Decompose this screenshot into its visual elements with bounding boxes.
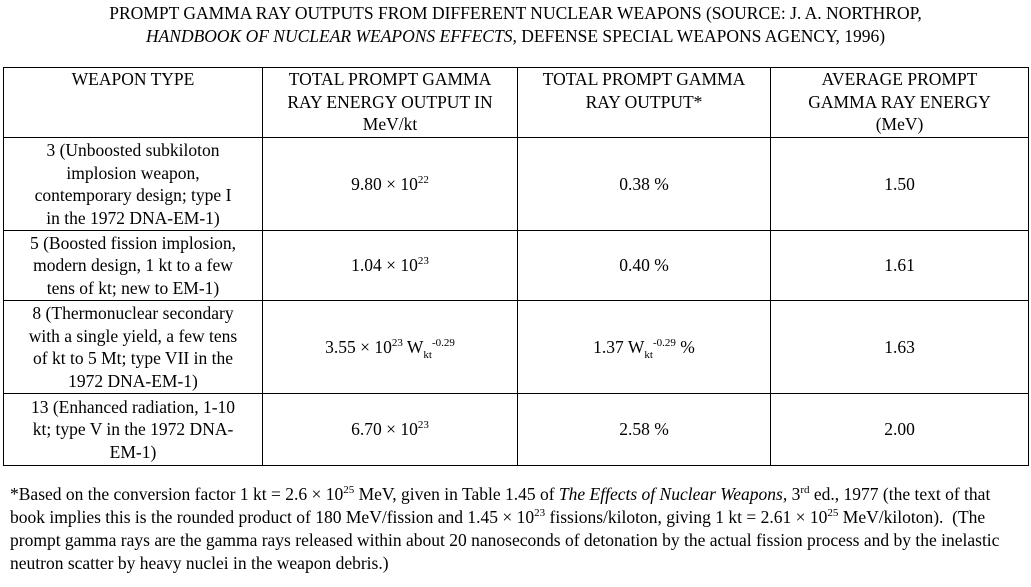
text-run: 3 — [787, 484, 801, 504]
header-cell: TOTAL PROMPT GAMMA RAY OUTPUT* — [517, 67, 771, 138]
text-line: kt; type V in the 1972 DNA- — [32, 419, 234, 440]
table-cell: 1.50 — [770, 137, 1029, 231]
text-line: AVERAGE PROMPT — [821, 69, 978, 89]
table-row: 8 (Thermonuclear secondary with a single … — [3, 300, 1029, 394]
text-line: tens of kt; new to EM-1) — [46, 277, 220, 298]
table-cell: 1.04 × 1023 — [262, 230, 518, 301]
text-line: TOTAL PROMPT GAMMA — [288, 69, 492, 89]
text-line: 13 (Enhanced radiation, 1-10 — [30, 396, 236, 417]
text-line: WEAPON TYPE — [71, 69, 195, 89]
table-cell: 1.37 Wkt-0.29 % — [517, 300, 771, 394]
text-run: 2.00 — [884, 419, 915, 440]
table-cell: 6.70 × 1023 — [262, 393, 518, 466]
text-run: 22 — [417, 173, 429, 186]
text-run: 23 — [391, 336, 403, 349]
text-run: 1.50 — [884, 173, 915, 194]
text-run: 9.80 × 10 — [351, 173, 418, 194]
text-line: with a single yield, a few tens — [28, 325, 238, 346]
text-run: 25 — [343, 484, 355, 496]
text-run: 23 — [417, 419, 429, 432]
footnote: *Based on the conversion factor 1 kt = 2… — [10, 483, 1025, 575]
title: PROMPT GAMMA RAY OUTPUTS FROM DIFFERENT … — [0, 2, 1031, 48]
text-run: HANDBOOK OF NUCLEAR WEAPONS EFFECTS, — [145, 26, 517, 46]
text-run: 2.58 % — [619, 419, 669, 440]
text-run: % — [675, 336, 695, 357]
table-cell: 1.63 — [770, 300, 1029, 394]
text-run: 1.04 × 10 — [351, 255, 418, 276]
table-cell: 0.40 % — [517, 230, 771, 301]
text-run: ed., 1977 (the text of that book implies… — [10, 484, 995, 527]
text-line: 1972 DNA-EM-1) — [68, 370, 198, 391]
table-cell: 3 (Unboosted subkiloton implosion weapon,… — [3, 137, 263, 231]
title-line: HANDBOOK OF NUCLEAR WEAPONS EFFECTS, DEF… — [0, 25, 1031, 48]
table-cell: 2.00 — [770, 393, 1029, 466]
text-run: 1.61 — [884, 255, 915, 276]
text-line: 8 (Thermonuclear secondary — [32, 303, 234, 323]
text-line: TOTAL PROMPT GAMMA — [542, 69, 746, 89]
text-line: implosion weapon, — [66, 162, 200, 183]
table-row: 13 (Enhanced radiation, 1-10 kt; type V i… — [3, 393, 1029, 466]
table-cell: 5 (Boosted fission implosion, modern desi… — [3, 230, 263, 301]
text-run: 25 — [827, 507, 839, 519]
text-run: -0.29 — [652, 336, 676, 349]
table-row: 5 (Boosted fission implosion, modern desi… — [3, 230, 1029, 301]
text-line: EM-1) — [109, 441, 157, 462]
table: WEAPON TYPE TOTAL PROMPT GAMMA RAY ENERGY … — [3, 67, 1029, 466]
text-run: 23 — [534, 507, 546, 519]
header-cell: AVERAGE PROMPT GAMMA RAY ENERGY (MeV) — [770, 67, 1029, 138]
text-line: 5 (Boosted fission implosion, — [29, 232, 237, 253]
table-cell: 13 (Enhanced radiation, 1-10 kt; type V i… — [3, 393, 263, 466]
text-line: of kt to 5 Mt; type VII in the — [33, 348, 233, 368]
table-cell: 9.80 × 1022 — [262, 137, 518, 231]
text-line: MeV/kt — [362, 114, 418, 134]
text-run: kt — [423, 348, 432, 361]
table-cell: 3.55 × 1023 Wkt-0.29 — [262, 300, 518, 394]
header-row: WEAPON TYPE TOTAL PROMPT GAMMA RAY ENERGY … — [3, 67, 1029, 138]
text-run: fissions/kiloton, giving 1 kt = 2.61 × 1… — [545, 507, 828, 527]
text-line: in the 1972 DNA-EM-1) — [46, 207, 220, 228]
header-cell: TOTAL PROMPT GAMMA RAY ENERGY OUTPUT IN Me… — [262, 67, 518, 138]
text-line: contemporary design; type I — [34, 185, 232, 205]
table-cell: 8 (Thermonuclear secondary with a single … — [3, 300, 263, 394]
text-run: 1.63 — [884, 336, 915, 357]
table-cell: 0.38 % — [517, 137, 771, 231]
text-line: RAY ENERGY OUTPUT IN — [287, 91, 493, 112]
text-run: PROMPT GAMMA RAY OUTPUTS FROM DIFFERENT … — [109, 3, 922, 23]
text-run: 23 — [417, 255, 429, 268]
text-run: 3.55 × 10 — [325, 336, 392, 357]
text-run: rd — [800, 484, 810, 496]
table-cell: 1.61 — [770, 230, 1029, 301]
text-run: 0.40 % — [619, 255, 669, 276]
text-run: W — [402, 336, 424, 357]
table-row: 3 (Unboosted subkiloton implosion weapon,… — [3, 137, 1029, 231]
text-line: 3 (Unboosted subkiloton — [46, 140, 220, 160]
text-run: DEFENSE SPECIAL WEAPONS AGENCY, 1996) — [516, 26, 886, 46]
text-run: -0.29 — [431, 336, 455, 349]
text-run: MeV, given in Table 1.45 of — [354, 484, 559, 504]
text-line: GAMMA RAY ENERGY — [808, 91, 991, 112]
title-line: PROMPT GAMMA RAY OUTPUTS FROM DIFFERENT … — [0, 2, 1031, 25]
text-line: (MeV) — [875, 114, 924, 134]
header-cell: WEAPON TYPE — [3, 67, 263, 138]
text-run: The Effects of Nuclear Weapons, — [558, 484, 788, 504]
text-run: kt — [644, 348, 653, 361]
text-run: 6.70 × 10 — [351, 419, 418, 440]
text-run: 0.38 % — [619, 173, 669, 194]
table-cell: 2.58 % — [517, 393, 771, 466]
text-line: modern design, 1 kt to a few — [33, 255, 233, 276]
text-run: *Based on the conversion factor 1 kt = 2… — [10, 484, 344, 504]
text-run: MeV/kiloton). (The prompt gamma rays are… — [10, 507, 1004, 573]
text-line: RAY OUTPUT* — [585, 91, 703, 112]
text-run: 1.37 W — [593, 336, 645, 357]
